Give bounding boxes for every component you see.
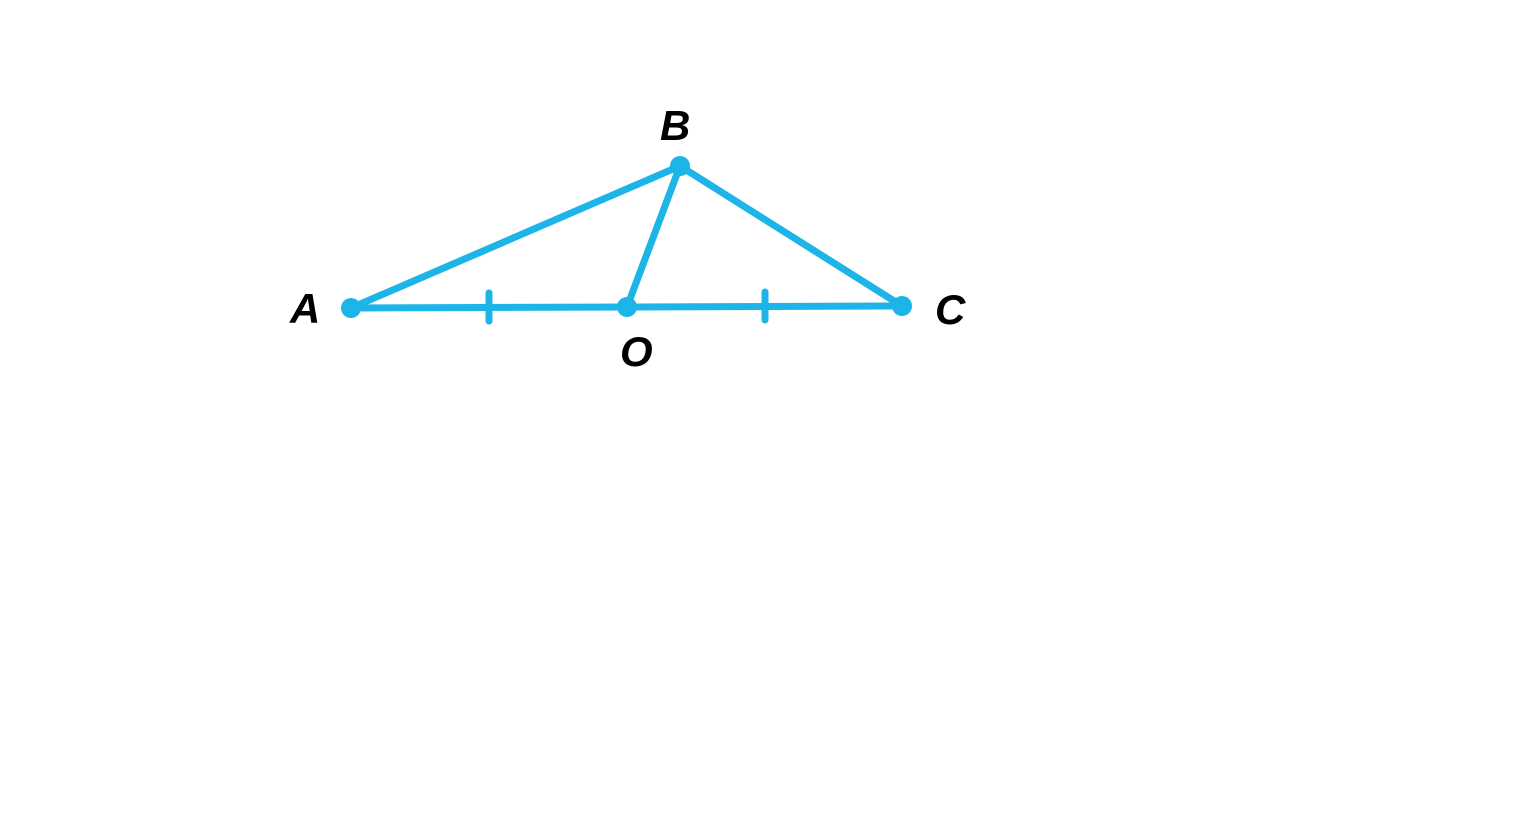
label-a: A [290, 285, 320, 333]
triangle-diagram: A B C O [0, 0, 1536, 819]
diagram-svg [0, 0, 1536, 819]
label-o: O [620, 328, 653, 376]
label-c: C [935, 286, 965, 334]
label-b: B [660, 102, 690, 150]
